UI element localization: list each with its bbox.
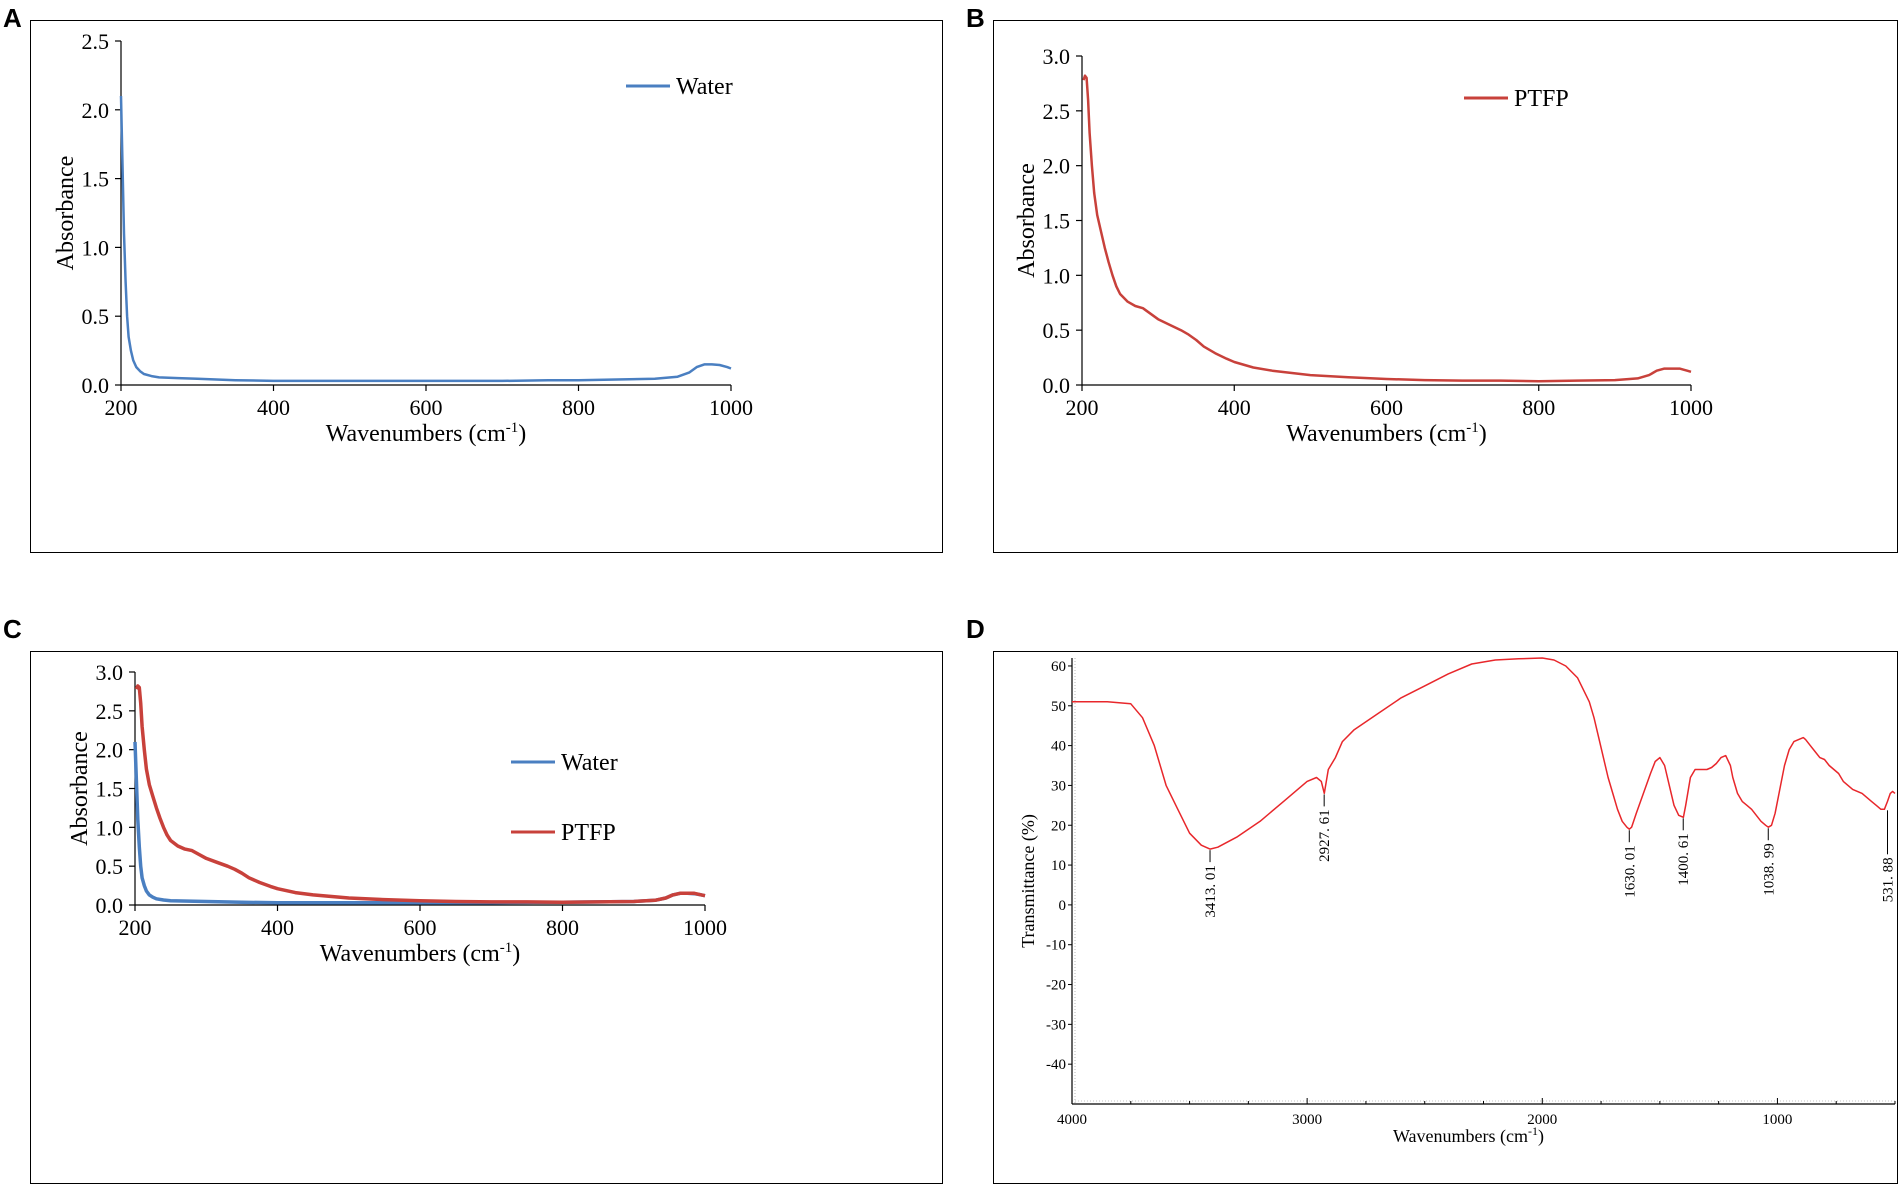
x-tick-label: 600 [410,395,443,420]
legend-label-water: Water [676,74,733,100]
y-axis-label: Absorbance [53,156,79,271]
series-line-water [119,95,732,383]
legend-label-water: Water [561,750,618,776]
y-tick-label: 0.0 [96,893,124,918]
y-axis-label: Transmittance (%) [1018,814,1039,948]
y-tick-label: 1.5 [96,777,124,802]
x-tick-label: 800 [1522,395,1555,420]
y-tick-label: 1.0 [1043,263,1071,288]
y-tick-label: 0.5 [82,304,110,329]
panel-letter-a: A [3,3,22,33]
legend-label-ptfp: PTFP [561,820,616,846]
y-tick-label: 2.5 [1043,99,1071,124]
y-tick-label: -10 [1046,938,1066,954]
x-tick-label: 800 [546,915,579,940]
y-tick-label: 2.5 [82,29,110,54]
y-tick-label: -40 [1046,1057,1066,1073]
x-axis-label: Wavenumbers (cm-1) [1286,420,1487,447]
x-tick-label: 1000 [1762,1112,1792,1128]
y-tick-label: 0.0 [82,373,110,398]
y-tick-label: -30 [1046,1017,1066,1033]
y-tick-label: 2.5 [96,699,124,724]
y-tick-label: 0 [1059,898,1067,914]
y-axis-label: Absorbance [67,731,93,846]
x-tick-label: 400 [257,395,290,420]
y-tick-label: 3.0 [1043,44,1071,69]
y-tick-label: 0.5 [96,854,124,879]
x-tick-label: 800 [562,395,595,420]
y-tick-label: 3.0 [96,660,124,685]
y-tick-label: 20 [1051,818,1066,834]
x-tick-label: 200 [105,395,138,420]
x-tick-label: 400 [261,915,294,940]
x-tick-label: 200 [119,915,152,940]
y-tick-label: 50 [1051,699,1066,715]
peak-label: 531. 88 [1881,857,1897,902]
y-tick-label: 1.5 [1043,209,1071,234]
ftir-spectrum-line [1072,657,1896,850]
chart-b: 0.0 0.5 1.0 1.5 2.0 2.5 3.0 200 400 600 800 1000 Wav… [1014,44,1713,447]
y-tick-label: 60 [1051,659,1066,675]
y-axis-label: Absorbance [1014,163,1040,278]
y-tick-label: 0.5 [1043,318,1071,343]
panel-c-frame: 0.0 0.5 1.0 1.5 2.0 2.5 3.0 200 400 600 800 1000 Wav… [30,651,943,1184]
panel-a-frame: 0.0 0.5 1.0 1.5 2.0 2.5 200 400 600 800 1000 Wavenu… [30,20,943,553]
panel-b-frame: 0.0 0.5 1.0 1.5 2.0 2.5 3.0 200 400 600 800 1000 Wav… [993,20,1898,553]
chart-c: 0.0 0.5 1.0 1.5 2.0 2.5 3.0 200 400 600 800 1000 Wav… [67,660,727,967]
y-tick-label: 1.0 [96,815,124,840]
x-tick-label: 600 [404,915,437,940]
x-tick-label: 1000 [683,915,727,940]
y-tick-label: 30 [1051,778,1066,794]
legend-label-ptfp: PTFP [1514,86,1569,112]
x-tick-label: 3000 [1292,1112,1322,1128]
x-axis-label: Wavenumbers (cm-1) [320,940,521,967]
x-tick-label: 200 [1066,395,1099,420]
y-tick-label: 2.0 [1043,154,1071,179]
series-line-ptfp [1082,74,1692,383]
y-tick-label: 40 [1051,739,1066,755]
panel-d-frame: -40 -30 -20 -10 0 10 20 30 40 50 60 4000 3000 2000 100… [993,651,1898,1184]
panel-letter-d: D [966,614,985,644]
chart-d: -40 -30 -20 -10 0 10 20 30 40 50 60 4000 3000 2000 100… [1018,657,1897,1147]
panel-letter-c: C [3,614,22,644]
x-tick-label: 4000 [1057,1112,1087,1128]
y-tick-label: 1.5 [82,167,110,192]
y-tick-label: 1.0 [82,235,110,260]
x-axis-label: Wavenumbers (cm-1) [1393,1124,1544,1147]
peak-label: 3413. 01 [1203,865,1219,918]
peak-label: 1038. 99 [1761,843,1777,896]
x-tick-label: 600 [1370,395,1403,420]
y-tick-label: 2.0 [82,98,110,123]
peak-label: 1630. 01 [1622,845,1638,898]
series-line-water [133,741,706,905]
panel-letter-b: B [966,3,985,33]
x-axis-label: Wavenumbers (cm-1) [326,420,527,447]
y-tick-label: 0.0 [1043,373,1071,398]
peak-label: 2927. 61 [1317,809,1333,862]
chart-a: 0.0 0.5 1.0 1.5 2.0 2.5 200 400 600 800 1000 Wavenu… [53,29,753,447]
y-tick-label: -20 [1046,978,1066,994]
y-tick-label: 2.0 [96,738,124,763]
y-tick-label: 10 [1051,858,1066,874]
x-tick-label: 1000 [1669,395,1713,420]
series-line-ptfp [134,684,706,905]
x-tick-label: 1000 [709,395,753,420]
x-tick-label: 400 [1218,395,1251,420]
peak-label: 1400. 61 [1676,833,1692,886]
x-tick-label: 2000 [1527,1112,1557,1128]
